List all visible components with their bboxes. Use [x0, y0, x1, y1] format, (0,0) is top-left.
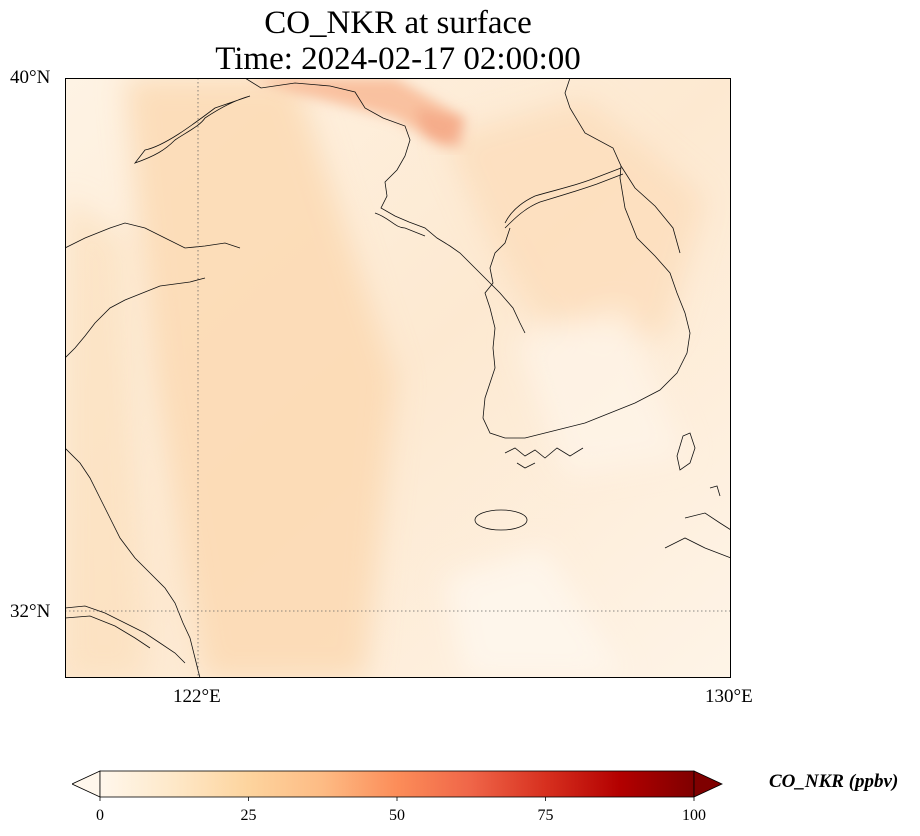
colorbar-tick-label: 25: [240, 807, 257, 824]
colorbar-ticks: [99, 797, 695, 801]
gridlines: [65, 78, 731, 678]
lon-label-130e: 130°E: [705, 686, 753, 707]
map-panel: [65, 78, 731, 678]
colorbar-extend-min: [72, 770, 101, 798]
coastlines: [65, 78, 731, 678]
lon-label-122e: 122°E: [173, 686, 221, 707]
map-title: CO_NKR at surface: [264, 5, 532, 41]
colorbar-extend-max: [693, 770, 723, 798]
lat-label-32n: 32°N: [10, 601, 51, 622]
colorbar-tick-label: 50: [389, 807, 405, 824]
colorbar-tick-label: 75: [537, 807, 554, 824]
co-plume: [65, 78, 705, 678]
colorbar-tick-label: 100: [682, 807, 706, 824]
colorbar-label: CO_NKR (ppbv): [769, 771, 899, 792]
lat-label-40n: 40°N: [10, 67, 51, 88]
colorbar: [72, 770, 723, 801]
map-border: [65, 78, 731, 678]
map-time-subtitle: Time: 2024-02-17 02:00:00: [215, 41, 581, 77]
co-hotspot: [250, 78, 465, 148]
colorbar-tick-label: 0: [96, 807, 104, 824]
map-canvas: [65, 78, 731, 678]
colorbar-gradient: [99, 770, 695, 798]
